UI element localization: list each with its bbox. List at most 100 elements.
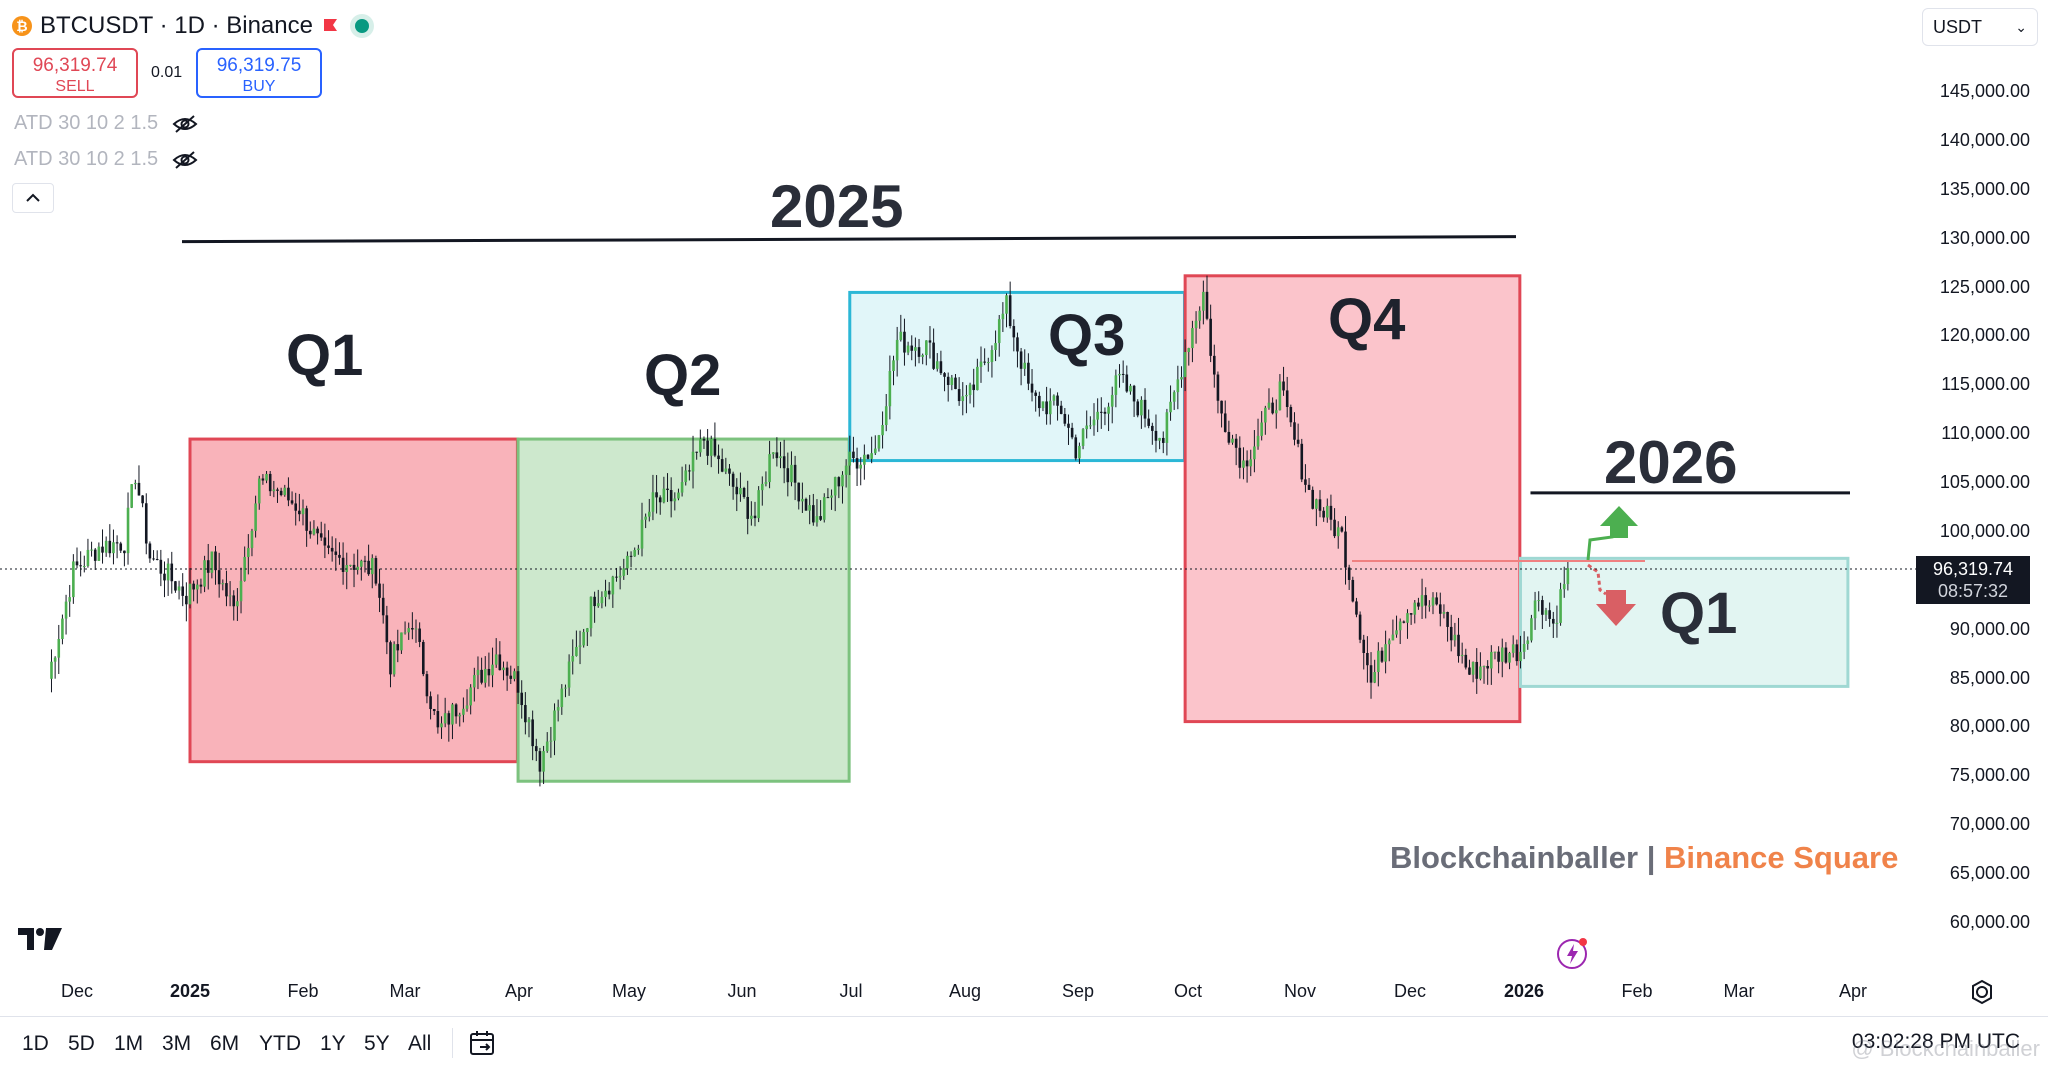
collapse-indicators-button[interactable] <box>12 183 54 213</box>
candle <box>378 568 381 613</box>
candle <box>1231 434 1234 445</box>
y-tick-label: 70,000.00 <box>1949 814 2030 835</box>
candle <box>564 684 567 698</box>
q4-label: Q4 <box>1328 287 1406 352</box>
quarter-box[interactable] <box>516 437 851 783</box>
candle <box>1223 400 1227 433</box>
candle <box>1325 498 1329 523</box>
range-button-6m[interactable]: 6M <box>210 1032 240 1055</box>
candle <box>943 372 946 392</box>
quarter-box[interactable] <box>1183 274 1522 724</box>
range-button-5y[interactable]: 5Y <box>364 1032 390 1055</box>
candle <box>392 641 396 677</box>
range-button-3m[interactable]: 3M <box>162 1032 192 1055</box>
candle <box>600 591 604 609</box>
x-tick-label: Jul <box>839 981 863 1001</box>
range-button-5d[interactable]: 5D <box>68 1032 95 1055</box>
x-tick-label: Dec <box>1393 981 1427 1001</box>
candle <box>1482 665 1486 684</box>
candle <box>458 712 462 727</box>
candle <box>1027 353 1030 391</box>
sell-button[interactable]: 96,319.74 SELL <box>12 48 138 98</box>
utc-clock[interactable]: 03:02:28 PM UTC <box>1851 1030 2020 1053</box>
y-tick-label: 145,000.00 <box>1939 81 2030 101</box>
candle <box>1395 615 1398 638</box>
candle <box>746 480 750 535</box>
candle <box>1114 369 1118 408</box>
candle <box>534 738 538 762</box>
quarter-box[interactable] <box>848 290 1186 463</box>
range-button-all[interactable]: All <box>408 1032 432 1055</box>
candle <box>1307 478 1311 491</box>
candle <box>786 452 790 497</box>
candle <box>451 702 454 740</box>
candle <box>520 680 524 719</box>
tradingview-logo[interactable] <box>16 926 64 960</box>
down-forecast-path[interactable] <box>1587 563 1607 596</box>
candle <box>1147 409 1150 429</box>
chevron-up-icon <box>26 193 40 202</box>
candle <box>1530 614 1533 643</box>
candle <box>629 551 633 568</box>
candle <box>1023 349 1027 376</box>
candle <box>1490 645 1493 685</box>
up-forecast-path[interactable] <box>1586 528 1614 561</box>
currency-select[interactable]: USDT ⌄ <box>1922 8 2038 46</box>
year-2025-label: 2025 <box>770 173 904 240</box>
candle <box>290 491 294 505</box>
candle <box>589 596 593 637</box>
buy-price: 96,319.75 <box>216 55 302 76</box>
eye-hidden-icon[interactable] <box>172 114 198 134</box>
candle <box>93 547 97 571</box>
eye-hidden-icon[interactable] <box>172 150 198 170</box>
gear-icon[interactable] <box>1968 978 1996 1006</box>
candle <box>637 544 640 555</box>
candle <box>206 543 210 590</box>
calendar-range-icon[interactable] <box>468 1028 498 1058</box>
candle <box>82 555 86 573</box>
range-button-1m[interactable]: 1M <box>114 1032 144 1055</box>
candle <box>680 466 684 497</box>
y-tick-label: 60,000.00 <box>1949 912 2030 932</box>
range-button-ytd[interactable]: YTD <box>259 1032 301 1055</box>
range-button-1y[interactable]: 1Y <box>320 1032 346 1055</box>
x-tick-label: Sep <box>1061 981 1095 1001</box>
quarter-box[interactable] <box>1518 556 1850 688</box>
y-tick-label: 75,000.00 <box>1949 765 2030 786</box>
candle <box>921 353 924 365</box>
candle <box>1249 449 1253 477</box>
candle <box>658 495 662 515</box>
candle <box>575 630 578 657</box>
candle <box>334 538 338 571</box>
candle <box>571 639 575 675</box>
year-line[interactable] <box>181 235 1517 244</box>
candle <box>123 550 126 567</box>
candle <box>57 624 61 675</box>
candle <box>1202 280 1205 325</box>
candle <box>779 441 782 469</box>
candle <box>1016 332 1019 368</box>
candle <box>1351 576 1355 603</box>
candle <box>1048 388 1052 425</box>
quarter-box[interactable] <box>188 437 519 764</box>
buy-button[interactable]: 96,319.75 BUY <box>196 48 322 98</box>
symbol-header[interactable]: ₿ BTCUSDT · 1D · Binance <box>12 10 369 42</box>
candle <box>1063 407 1067 427</box>
indicator-row[interactable]: ATD 30 10 2 1.5 <box>14 112 198 135</box>
candle <box>1406 609 1409 639</box>
candle <box>473 667 476 702</box>
candle <box>407 622 411 640</box>
candle <box>250 528 254 557</box>
flag-icon[interactable] <box>321 17 339 35</box>
last-price-tag: 96,319.74 08:57:32 <box>1916 556 2030 604</box>
candle <box>1220 400 1223 428</box>
indicator-row[interactable]: ATD 30 10 2 1.5 <box>14 148 198 171</box>
x-tick-label: 2025 <box>169 981 211 1001</box>
candle <box>841 471 844 504</box>
range-button-1d[interactable]: 1D <box>22 1032 49 1055</box>
lightning-icon[interactable] <box>1556 936 1590 970</box>
candle <box>298 493 301 522</box>
candle <box>1045 386 1048 425</box>
candle <box>895 326 899 377</box>
